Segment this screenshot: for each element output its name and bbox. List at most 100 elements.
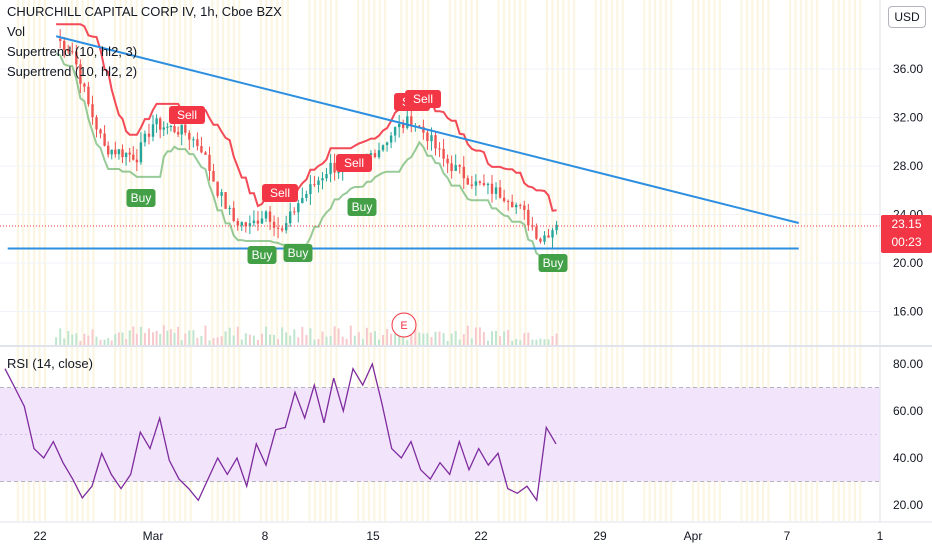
session-stripe [227, 0, 230, 521]
candle-body [166, 126, 169, 128]
session-stripe [600, 0, 603, 521]
session-stripe [330, 0, 333, 521]
signal-badge-label: Buy [288, 246, 309, 260]
candle-body [377, 150, 381, 158]
volume-bar [216, 337, 219, 345]
indicator-volume[interactable]: Vol [7, 24, 26, 39]
volume-bar [555, 333, 558, 345]
candle-body [393, 127, 397, 136]
session-stripe [335, 0, 338, 521]
session-stripe [616, 0, 619, 521]
candle-body [434, 135, 437, 149]
volume-bar [110, 340, 113, 345]
candle-body [95, 117, 98, 130]
volume-bar [261, 333, 263, 345]
signal-badge-label: Buy [352, 200, 373, 214]
rsi-title[interactable]: RSI (14, close) [7, 356, 93, 371]
signal-badge-bg [247, 246, 277, 264]
volume-bar [169, 329, 172, 345]
volume-bar [269, 334, 271, 345]
session-stripe [848, 0, 851, 521]
candle-body [555, 224, 558, 231]
volume-bar [95, 336, 98, 345]
session-stripe [162, 0, 165, 521]
candle-body [458, 165, 461, 167]
volume-bar [301, 326, 304, 345]
volume-bar [491, 331, 493, 345]
signal-badge-bg [347, 198, 377, 216]
candle-body [325, 174, 328, 179]
currency-button[interactable]: USD [888, 6, 926, 28]
session-stripe [454, 0, 457, 521]
candle-body [248, 223, 252, 227]
last-price-value: 23.15 [891, 217, 922, 231]
candle-body [63, 40, 66, 50]
volume-bar [547, 339, 550, 345]
candle-body [276, 227, 280, 229]
signal-badge-sell: Sell [405, 90, 441, 108]
volume-bar [462, 334, 465, 345]
signal-badge-label: Buy [543, 256, 564, 270]
grid [0, 68, 880, 312]
candle-body [173, 126, 176, 133]
session-stripe [502, 0, 505, 521]
candles [59, 29, 558, 248]
volume-bar [523, 333, 526, 345]
volume-bar [75, 333, 78, 345]
earnings-marker[interactable]: E [391, 312, 417, 338]
signal-badge-buy: Buy [538, 254, 568, 272]
session-stripe [697, 0, 700, 521]
session-stripe [184, 0, 187, 521]
session-stripe [745, 0, 748, 521]
candle-body [527, 209, 530, 226]
volume-bar [495, 330, 497, 345]
volume-bar [79, 340, 82, 345]
signal-badge-bg [126, 189, 156, 207]
session-stripe [670, 0, 673, 521]
candle-body [264, 211, 268, 219]
volume-bar [285, 332, 288, 345]
candle-body [188, 132, 191, 140]
session-stripe [92, 0, 95, 521]
session-stripe [416, 0, 419, 521]
volume-bar [177, 326, 180, 345]
volume-bar [117, 332, 120, 345]
indicator-supertrend-2[interactable]: Supertrend (10, hl2, 2) [7, 64, 138, 79]
indicator-supertrend-3[interactable]: Supertrend (10, hl2, 3) [7, 44, 138, 59]
volume-bar [55, 337, 58, 345]
candle-body [169, 126, 173, 127]
volume-bar [305, 334, 308, 345]
volume-bar [503, 331, 506, 345]
volume-bar [220, 336, 223, 345]
session-stripe [114, 0, 117, 521]
candle-body [280, 228, 284, 231]
time-axis[interactable]: 22 Mar 8 15 22 29 Apr 7 1 [33, 529, 883, 543]
candle-body [454, 165, 457, 171]
volume-bar [458, 339, 461, 345]
session-stripe [27, 0, 30, 521]
volume-bar [83, 333, 86, 345]
time-tick-label: 22 [474, 529, 488, 543]
candle-body [381, 145, 385, 151]
volume-bar [240, 339, 243, 345]
time-tick-label: 29 [593, 529, 607, 543]
volume-bar [273, 334, 276, 345]
rsi-tick-label: 20.00 [893, 498, 923, 512]
candle-body [135, 159, 139, 163]
volume-bar [103, 339, 106, 345]
candle-body [232, 207, 235, 221]
volume-bar [434, 331, 437, 345]
session-stripe [232, 0, 235, 521]
volume-bar [188, 330, 191, 345]
rsi-axis[interactable]: 80.00 60.00 40.00 20.00 [893, 357, 923, 512]
candle-body [196, 139, 199, 147]
candle-body [402, 124, 405, 128]
candle-body [124, 152, 128, 158]
price-tick-label: 32.00 [893, 111, 923, 125]
session-stripe [211, 0, 214, 521]
candle-body [446, 158, 449, 164]
candle-body [543, 235, 546, 242]
symbol-title[interactable]: CHURCHILL CAPITAL CORP IV, 1h, Cboe BZX [7, 4, 282, 19]
session-stripe [427, 0, 430, 521]
